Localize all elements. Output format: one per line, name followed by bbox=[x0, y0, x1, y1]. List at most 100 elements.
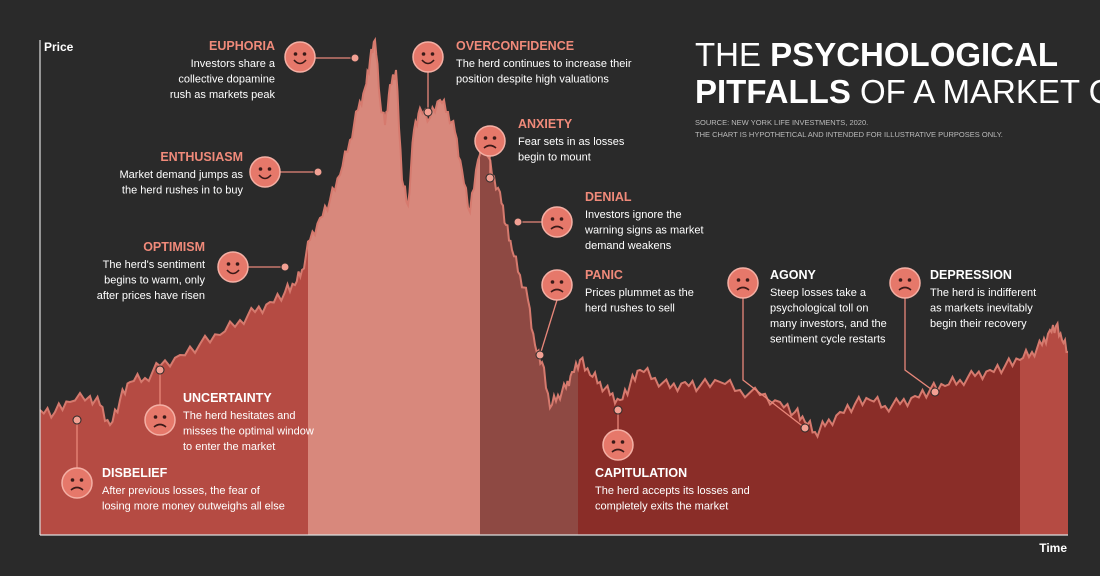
stage-description: demand weakens bbox=[585, 240, 672, 252]
icon-mouth bbox=[483, 144, 497, 149]
icon-eye bbox=[302, 52, 307, 56]
icon-mouth bbox=[736, 286, 750, 291]
icon-mouth bbox=[550, 225, 564, 230]
stage-label: UNCERTAINTY bbox=[183, 391, 272, 405]
icon-eye bbox=[492, 136, 497, 140]
icon-eye bbox=[559, 280, 564, 284]
stage-description: after prices have risen bbox=[97, 290, 205, 302]
stage-label: OVERCONFIDENCE bbox=[456, 39, 574, 53]
icon-eye bbox=[267, 167, 272, 171]
stage-description: Steep losses take a bbox=[770, 287, 867, 299]
stage-description: the herd rushes in to buy bbox=[122, 185, 244, 197]
stages: EUPHORIA Investors share a collective dopa… bbox=[61, 39, 1036, 513]
icon-eye bbox=[559, 217, 564, 221]
icon-eye bbox=[550, 280, 555, 284]
title-part: THE bbox=[695, 36, 761, 73]
connector bbox=[742, 298, 806, 429]
stage-icon bbox=[889, 267, 921, 299]
line-dot bbox=[313, 167, 323, 177]
stage-description: herd rushes to sell bbox=[585, 303, 675, 315]
icon-eye bbox=[153, 415, 158, 419]
icon-eye bbox=[421, 52, 426, 56]
icon-eye bbox=[258, 167, 263, 171]
line-dot bbox=[535, 350, 545, 360]
stage-label: CAPITULATION bbox=[595, 466, 687, 480]
connector bbox=[904, 298, 936, 393]
line-dot bbox=[72, 415, 82, 425]
icon-eye bbox=[293, 52, 298, 56]
icon-eye bbox=[550, 217, 555, 221]
stage-description: many investors, and the bbox=[770, 318, 887, 330]
icon-eye bbox=[430, 52, 435, 56]
stage-icon bbox=[144, 404, 176, 436]
stage-description: The herd continues to increase their bbox=[456, 58, 632, 70]
title-part: PITFALLS bbox=[695, 73, 851, 110]
stage-description: rush as markets peak bbox=[170, 89, 276, 101]
stage-icon bbox=[249, 156, 281, 188]
stage-description: The herd hesitates and bbox=[183, 410, 296, 422]
connector bbox=[539, 299, 558, 356]
stage-icon bbox=[541, 269, 573, 301]
icon-mouth bbox=[258, 174, 272, 180]
icon-mouth bbox=[421, 59, 435, 65]
x-axis-label: Time bbox=[1039, 541, 1067, 555]
source: THE CHART IS HYPOTHETICAL AND INTENDED F… bbox=[695, 130, 1003, 139]
line-dot bbox=[513, 217, 523, 227]
icon-mouth bbox=[611, 448, 625, 453]
line-dot bbox=[800, 423, 810, 433]
stage-icon bbox=[541, 206, 573, 238]
icon-mouth bbox=[226, 269, 240, 275]
line-dot bbox=[280, 262, 290, 272]
stage-description: collective dopamine bbox=[178, 74, 275, 86]
stage-icon bbox=[602, 429, 634, 461]
stage-icon bbox=[412, 41, 444, 73]
stage-description: The herd accepts its losses and bbox=[595, 485, 750, 497]
icon-eye bbox=[611, 440, 616, 444]
icon-eye bbox=[736, 278, 741, 282]
price-line bbox=[39, 36, 1068, 439]
stage-label: DENIAL bbox=[585, 190, 632, 204]
source: SOURCE: NEW YORK LIFE INVESTMENTS, 2020. bbox=[695, 118, 868, 127]
icon-eye bbox=[898, 278, 903, 282]
stage-description: warning signs as market bbox=[584, 225, 704, 237]
line-dot bbox=[155, 365, 165, 375]
icon-eye bbox=[907, 278, 912, 282]
stage-description: The herd's sentiment bbox=[103, 259, 205, 271]
stage-description: Investors ignore the bbox=[585, 209, 682, 221]
stage-description: to enter the market bbox=[183, 441, 275, 453]
stage-description: Market demand jumps as bbox=[120, 169, 244, 181]
line-dot bbox=[423, 107, 433, 117]
stage-icon bbox=[217, 251, 249, 283]
stage-icon bbox=[727, 267, 759, 299]
stage-label: PANIC bbox=[585, 268, 623, 282]
stage-description: The herd is indifferent bbox=[930, 287, 1036, 299]
stage-description: begin to mount bbox=[518, 152, 591, 164]
stage-label: ANXIETY bbox=[518, 117, 573, 131]
icon-eye bbox=[483, 136, 488, 140]
line-dot bbox=[350, 53, 360, 63]
icon-eye bbox=[70, 478, 75, 482]
icon-mouth bbox=[70, 486, 84, 491]
stage-label: DISBELIEF bbox=[102, 466, 168, 480]
stage-description: sentiment cycle restarts bbox=[770, 334, 886, 346]
stage-label: EUPHORIA bbox=[209, 39, 275, 53]
stage-icon bbox=[284, 41, 316, 73]
icon-eye bbox=[235, 262, 240, 266]
stage-description: position despite high valuations bbox=[456, 74, 609, 86]
icon-eye bbox=[79, 478, 84, 482]
title-line-2: PITFALLS OF A MARKET CYCLE bbox=[695, 73, 1100, 110]
stage-label: OPTIMISM bbox=[143, 240, 205, 254]
title-line-1: THE PSYCHOLOGICAL bbox=[695, 36, 1058, 73]
line-dot bbox=[930, 387, 940, 397]
icon-eye bbox=[162, 415, 167, 419]
stage-description: Fear sets in as losses bbox=[518, 136, 625, 148]
title-part: PSYCHOLOGICAL bbox=[770, 36, 1058, 73]
stage-description: After previous losses, the fear of bbox=[102, 485, 261, 497]
stage-description: Prices plummet as the bbox=[585, 287, 694, 299]
icon-mouth bbox=[153, 423, 167, 428]
stage-icon bbox=[61, 467, 93, 499]
stage-description: misses the optimal window bbox=[183, 426, 314, 438]
stage-label: DEPRESSION bbox=[930, 268, 1012, 282]
y-axis-label: Price bbox=[44, 40, 74, 54]
